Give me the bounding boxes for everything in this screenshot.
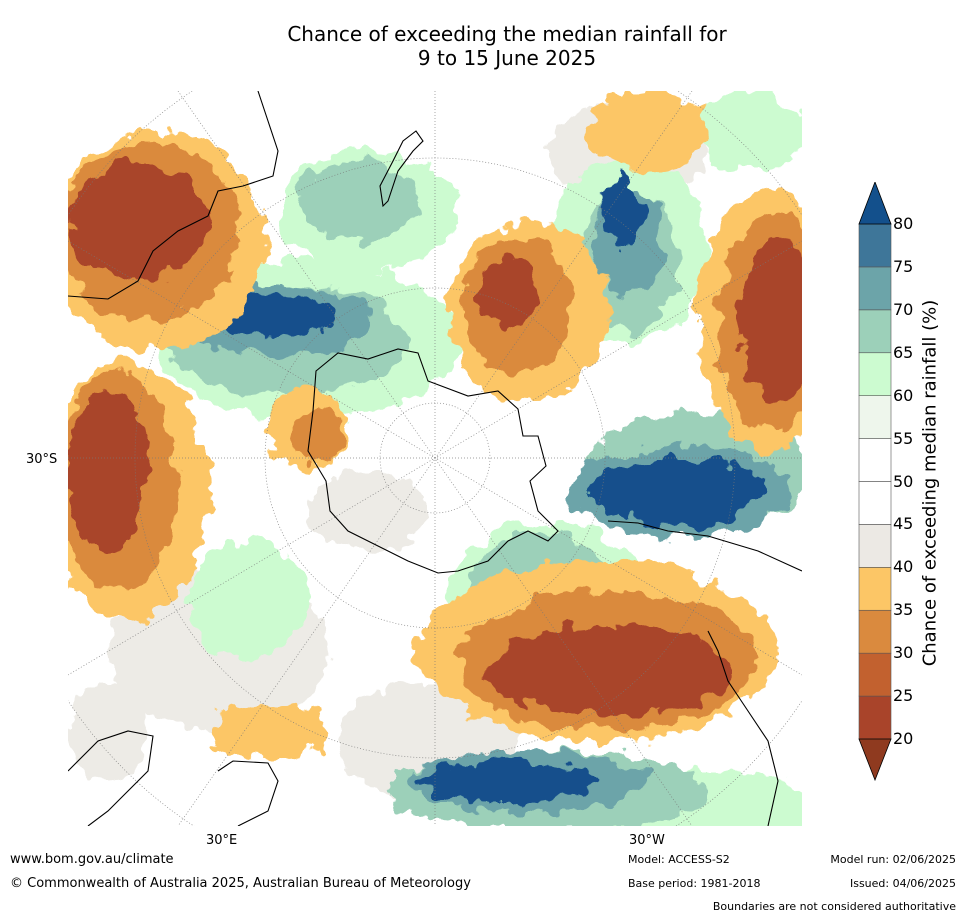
australia-outline [68, 91, 279, 300]
colorbar-tick-label: 25 [893, 686, 914, 706]
colorbar-segment [858, 609, 892, 654]
map-title: Chance of exceeding the median rainfall … [0, 22, 965, 70]
colorbar-segment [858, 481, 892, 525]
colorbar-tick-label: 80 [893, 214, 914, 233]
colorbar-tick-label: 20 [893, 729, 914, 748]
colorbar-segment [858, 223, 892, 268]
colorbar-segment [858, 266, 892, 311]
antarctica-outline [307, 348, 559, 574]
colorbar-segments [858, 223, 892, 740]
rainfall-map[interactable] [68, 91, 802, 826]
colorbar-segment [858, 395, 892, 439]
colorbar-tick-label: 65 [893, 342, 914, 362]
colorbar-tick-label: 40 [893, 557, 914, 577]
colorbar-tick-label: 70 [893, 299, 914, 319]
colorbar-segment [858, 438, 892, 482]
lon-label-30e: 30°E [206, 833, 238, 848]
colorbar-tick-label: 45 [893, 514, 914, 534]
footer-model-run: Model run: 02/06/2025 [830, 853, 956, 866]
footer-base-period: Base period: 1981-2018 [628, 877, 761, 890]
colorbar-tick-label: 55 [893, 428, 914, 448]
madagascar-outline [217, 760, 279, 826]
dry-fields-strong [68, 161, 802, 716]
colorbar-segment [858, 652, 892, 697]
colorbar-tick-label: 75 [893, 256, 914, 276]
footer-issued: Issued: 04/06/2025 [849, 877, 956, 890]
footer-copyright: © Commonwealth of Australia 2025, Austra… [10, 876, 471, 891]
colorbar-under-arrow [858, 738, 892, 782]
colorbar-tick-label: 60 [893, 385, 914, 405]
colorbar-segment [858, 352, 892, 396]
title-line-1: Chance of exceeding the median rainfall … [287, 22, 727, 46]
title-line-2: 9 to 15 June 2025 [417, 46, 597, 70]
footer-disclaimer: Boundaries are not considered authoritat… [712, 900, 956, 913]
south-america-coast [707, 630, 779, 826]
graticule [68, 91, 802, 826]
colorbar-segment [858, 567, 892, 611]
colorbar-segment [858, 524, 892, 568]
lon-label-30w: 30°W [629, 833, 665, 848]
south-america-outline [607, 520, 802, 572]
colorbar-tick-label: 30 [893, 643, 914, 663]
colorbar-title: Chance of exceeding median rainfall (%) [919, 299, 941, 667]
footer-url[interactable]: www.bom.gov.au/climate [10, 852, 174, 867]
colorbar-segment [858, 695, 892, 740]
colorbar-over-arrow [858, 182, 892, 225]
lat-label-30s: 30°S [26, 452, 58, 467]
colorbar [858, 182, 892, 782]
new-zealand-outline [379, 130, 424, 208]
africa-outline [68, 730, 154, 826]
map-canvas [68, 91, 802, 826]
deep-blue-fields [218, 176, 768, 803]
colorbar-tick-label: 50 [893, 471, 914, 491]
footer-model: Model: ACCESS-S2 [628, 853, 730, 866]
colorbar-tick-label: 35 [893, 600, 914, 620]
colorbar-segment [858, 309, 892, 354]
